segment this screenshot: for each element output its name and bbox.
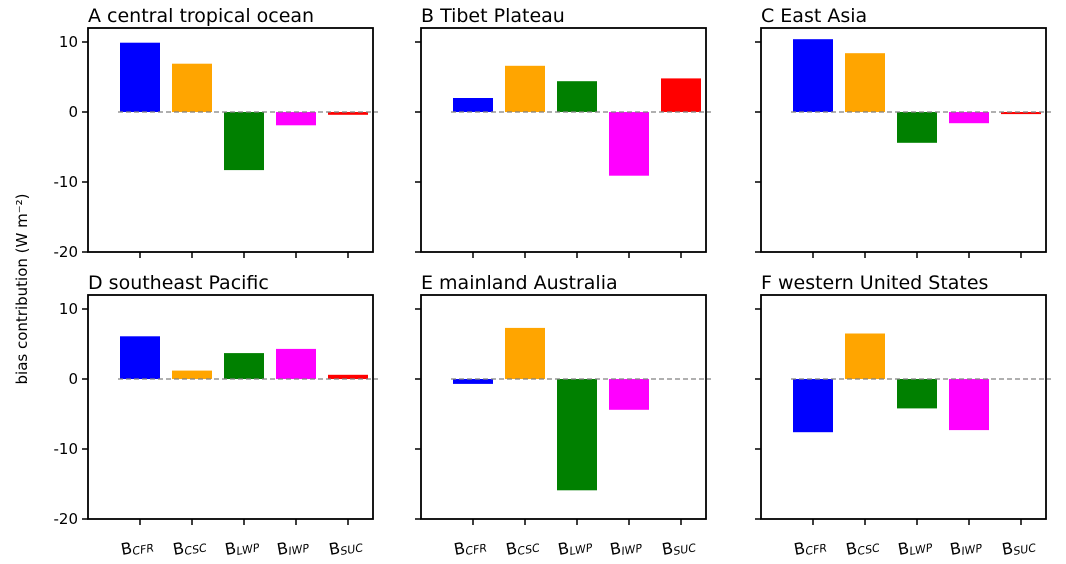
x-tick-label: BCSC [504,534,541,560]
x-tick-label: BIWP [948,535,983,560]
chart-panel: C East Asia [755,5,1051,258]
bar-bcsc [505,327,545,379]
axes-frame [420,294,707,520]
bar-blwp [224,112,264,171]
bar-bsuc [328,112,368,115]
chart-panel: E mainland Australia BCFR BCSC BLWP BIWP BSUC [415,272,711,560]
y-tick-label: -10 [54,173,79,191]
y-tick-label: 10 [59,300,78,318]
bar-bcsc [845,333,885,379]
x-tick-label: BCFR [792,535,828,560]
bar-bcfr [793,379,833,433]
axes-frame [760,294,1047,520]
bar-biwp [949,379,989,431]
axes-frame [420,27,707,253]
chart-panel: D southeast Pacific 10 0 -10 -20 BCFR BCSC BLWP… [54,272,378,560]
panel-title: B Tibet Plateau [421,5,565,27]
y-tick-label: 0 [68,103,78,121]
x-tick-label: BCFR [119,535,155,560]
bar-blwp [557,81,597,112]
x-tick-label: BSUC [660,534,697,560]
y-axis-label: bias contribution (W m⁻²) [13,194,31,385]
x-tick-label: BLWP [223,534,260,560]
bar-bcfr [120,336,160,379]
panel-title: F western United States [761,272,988,294]
x-tick-label: BLWP [896,534,933,560]
bar-bsuc [661,78,701,112]
bar-bcfr [453,98,493,112]
chart-panel: A central tropical ocean 10 0 -10 -20 [54,5,378,261]
x-tick-label: BCSC [171,534,208,560]
panel-title: D southeast Pacific [88,272,269,294]
y-tick-label: 0 [68,370,78,388]
bar-blwp [557,379,597,491]
y-tick-label: -10 [54,440,79,458]
x-tick-label: BCSC [844,534,881,560]
bar-bcsc [172,63,212,112]
bar-biwp [609,112,649,176]
bar-bsuc [328,374,368,379]
x-tick-label: BSUC [327,534,364,560]
bar-blwp [897,112,937,143]
axes-frame [87,294,374,520]
y-tick-label: -20 [54,243,79,261]
axes-frame [87,27,374,253]
x-tick-label: BLWP [556,534,593,560]
chart-panel: B Tibet Plateau [415,5,711,258]
bar-biwp [276,348,316,379]
bar-biwp [609,379,649,410]
bar-bsuc [1001,112,1041,115]
y-tick-label: -20 [54,510,79,528]
panel-title: C East Asia [761,5,867,27]
bar-bcsc [845,53,885,112]
bar-bcsc [505,65,545,112]
bar-biwp [949,112,989,124]
bar-bcfr [453,379,493,384]
y-tick-label: 10 [59,33,78,51]
panel-title: A central tropical ocean [88,5,314,27]
x-tick-label: BIWP [275,535,310,560]
panel-title: E mainland Australia [421,272,618,294]
axes-frame [760,27,1047,253]
x-tick-label: BCFR [452,535,488,560]
chart-panel: F western United States BCFR BCSC BLWP BIWP B… [755,272,1051,560]
bar-biwp [276,112,316,126]
bar-blwp [224,353,264,379]
x-tick-label: BIWP [608,535,643,560]
bar-blwp [897,379,937,409]
x-tick-label: BSUC [1000,534,1037,560]
bar-bcfr [793,39,833,113]
bar-bcfr [120,42,160,113]
bar-bcsc [172,370,212,379]
